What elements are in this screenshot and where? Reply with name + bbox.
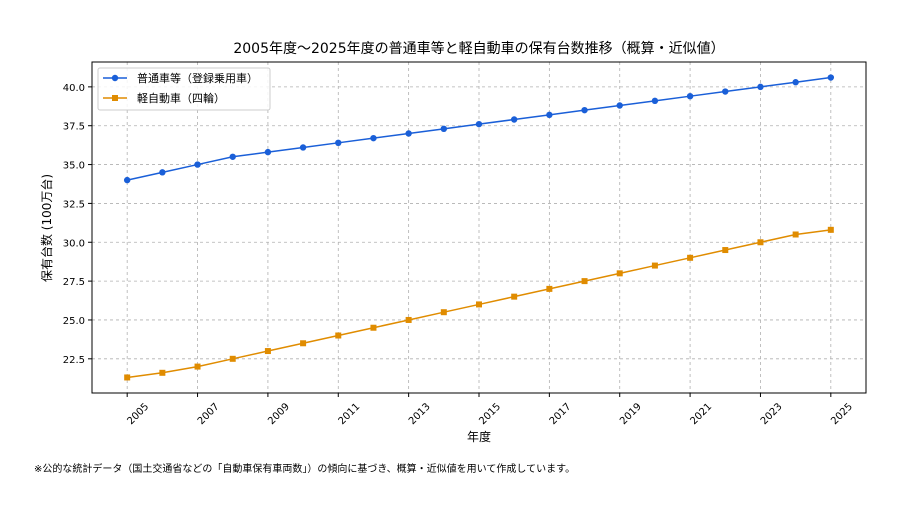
data-point-1 (581, 278, 588, 285)
legend: 普通車等（登録乗用車） 軽自動車（四輪） (97, 67, 271, 111)
data-point-0 (651, 97, 659, 105)
x-tick-label: 2015 (477, 401, 503, 427)
axes: 2005 2007 2009 2011 2013 2015 2017 2019 2021 2023… (63, 83, 855, 427)
data-point-1 (194, 363, 201, 370)
data-point-1 (440, 309, 447, 316)
data-point-1 (370, 324, 377, 331)
data-point-1 (300, 340, 307, 347)
data-point-1 (722, 247, 729, 254)
data-point-0 (299, 144, 307, 151)
x-tick-label: 2011 (337, 401, 363, 427)
chart-title: 2005年度〜2025年度の普通車等と軽自動車の保有台数推移（概算・近似値） (233, 40, 724, 57)
y-tick-label: 30.0 (63, 238, 85, 249)
grid (92, 62, 866, 393)
data-point-1 (616, 270, 623, 277)
x-tick-label: 2023 (759, 401, 785, 427)
data-point-0 (405, 130, 412, 137)
y-tick-label: 27.5 (63, 277, 85, 288)
data-point-1 (264, 348, 271, 355)
x-tick-label: 2009 (266, 401, 292, 427)
data-point-0 (686, 92, 694, 100)
data-point-1 (511, 293, 518, 300)
data-point-1 (757, 239, 764, 246)
legend-box (97, 67, 271, 111)
y-axis-label: 保有台数 (100万台) (39, 174, 54, 282)
footnote: ※公的な統計データ（国土交通省などの「自動車保有車両数」）の傾向に基づき、概算・… (34, 464, 576, 475)
y-tick-label: 25.0 (63, 316, 85, 327)
data-point-0 (757, 83, 764, 91)
x-tick-label: 2007 (196, 401, 222, 427)
data-point-1 (687, 254, 694, 261)
data-point-1 (651, 262, 658, 269)
data-point-0 (123, 176, 131, 184)
data-point-0 (335, 139, 342, 147)
x-tick-label: 2017 (548, 401, 574, 427)
data-point-1 (546, 285, 553, 292)
data-point-0 (616, 102, 623, 109)
legend-label-0: 普通車等（登録乗用車） (137, 71, 258, 85)
data-point-0 (370, 134, 377, 142)
data-point-0 (510, 116, 518, 123)
x-tick-label: 2021 (688, 401, 714, 427)
data-point-0 (264, 148, 272, 156)
x-tick-label: 2005 (126, 401, 152, 427)
data-point-0 (827, 74, 835, 81)
y-tick-label: 22.5 (63, 355, 85, 366)
data-point-1 (229, 355, 236, 362)
data-point-1 (335, 332, 342, 339)
legend-marker-0 (111, 74, 119, 82)
data-point-1 (827, 226, 834, 233)
data-point-0 (440, 125, 448, 133)
data-point-0 (581, 106, 588, 114)
series-group (123, 74, 835, 381)
y-tick-label: 35.0 (63, 161, 85, 172)
data-point-0 (546, 111, 553, 119)
data-point-1 (159, 369, 166, 376)
legend-label-1: 軽自動車（四輪） (137, 91, 225, 105)
y-tick-label: 37.5 (63, 122, 85, 133)
data-point-0 (475, 120, 483, 128)
data-point-1 (792, 231, 799, 238)
data-point-1 (124, 374, 131, 381)
y-tick-label: 40.0 (63, 83, 85, 94)
x-axis-label: 年度 (467, 429, 491, 444)
x-tick-label: 2025 (829, 401, 855, 427)
legend-marker-1 (112, 95, 118, 101)
data-point-0 (792, 79, 799, 86)
data-point-0 (722, 88, 729, 95)
data-point-0 (194, 161, 201, 168)
y-tick-label: 32.5 (63, 199, 85, 210)
data-point-1 (476, 301, 482, 308)
x-tick-label: 2013 (407, 401, 433, 427)
data-point-0 (159, 169, 166, 176)
data-point-1 (405, 316, 412, 323)
x-tick-label: 2019 (618, 401, 644, 427)
data-point-0 (229, 153, 236, 160)
